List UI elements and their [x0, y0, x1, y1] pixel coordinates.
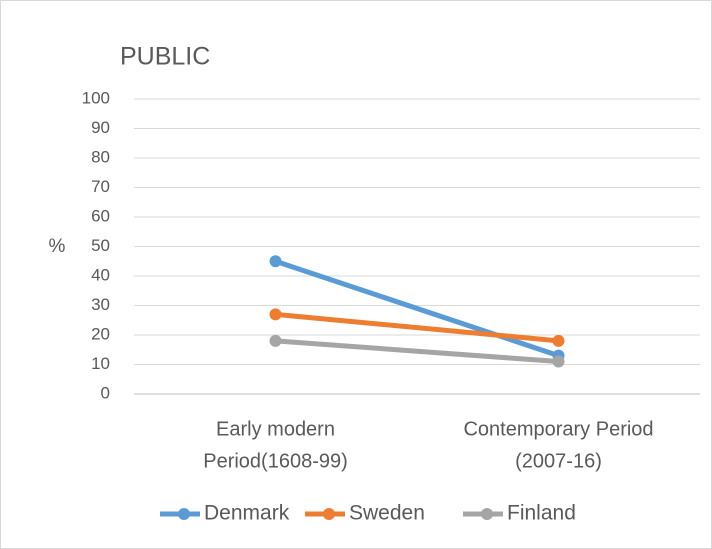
x-tick-label: Early modern [216, 418, 335, 440]
y-tick-label: 0 [101, 383, 110, 402]
point [269, 255, 282, 268]
y-axis-label: % [49, 236, 66, 257]
x-tick-label: Contemporary Period [463, 418, 653, 440]
x-tick-label: (2007-16) [515, 450, 602, 472]
legend-label: Denmark [204, 502, 290, 525]
series-line [273, 338, 561, 365]
y-tick-label: 90 [91, 118, 110, 137]
legend-label: Sweden [349, 502, 425, 525]
legend-marker [178, 508, 190, 520]
series-line [273, 258, 561, 359]
y-tick-label: 70 [91, 177, 110, 196]
y-tick-label: 60 [91, 206, 110, 225]
x-tick-label: Period(1608-99) [203, 450, 348, 472]
point [269, 308, 282, 321]
legend-marker [323, 508, 335, 520]
point [552, 334, 565, 347]
y-tick-label: 30 [91, 295, 110, 314]
legend-label: Finland [507, 502, 576, 525]
series-line [273, 311, 561, 344]
y-tick-label: 20 [91, 324, 110, 343]
legend-marker [481, 508, 493, 520]
y-tick-label: 100 [82, 88, 110, 107]
point [269, 334, 282, 347]
chart-title: PUBLIC [120, 43, 210, 71]
y-tick-label: 80 [91, 147, 110, 166]
y-tick-label: 50 [91, 236, 110, 255]
y-tick-label: 10 [91, 354, 110, 373]
point [552, 355, 565, 368]
y-tick-label: 40 [91, 265, 110, 284]
